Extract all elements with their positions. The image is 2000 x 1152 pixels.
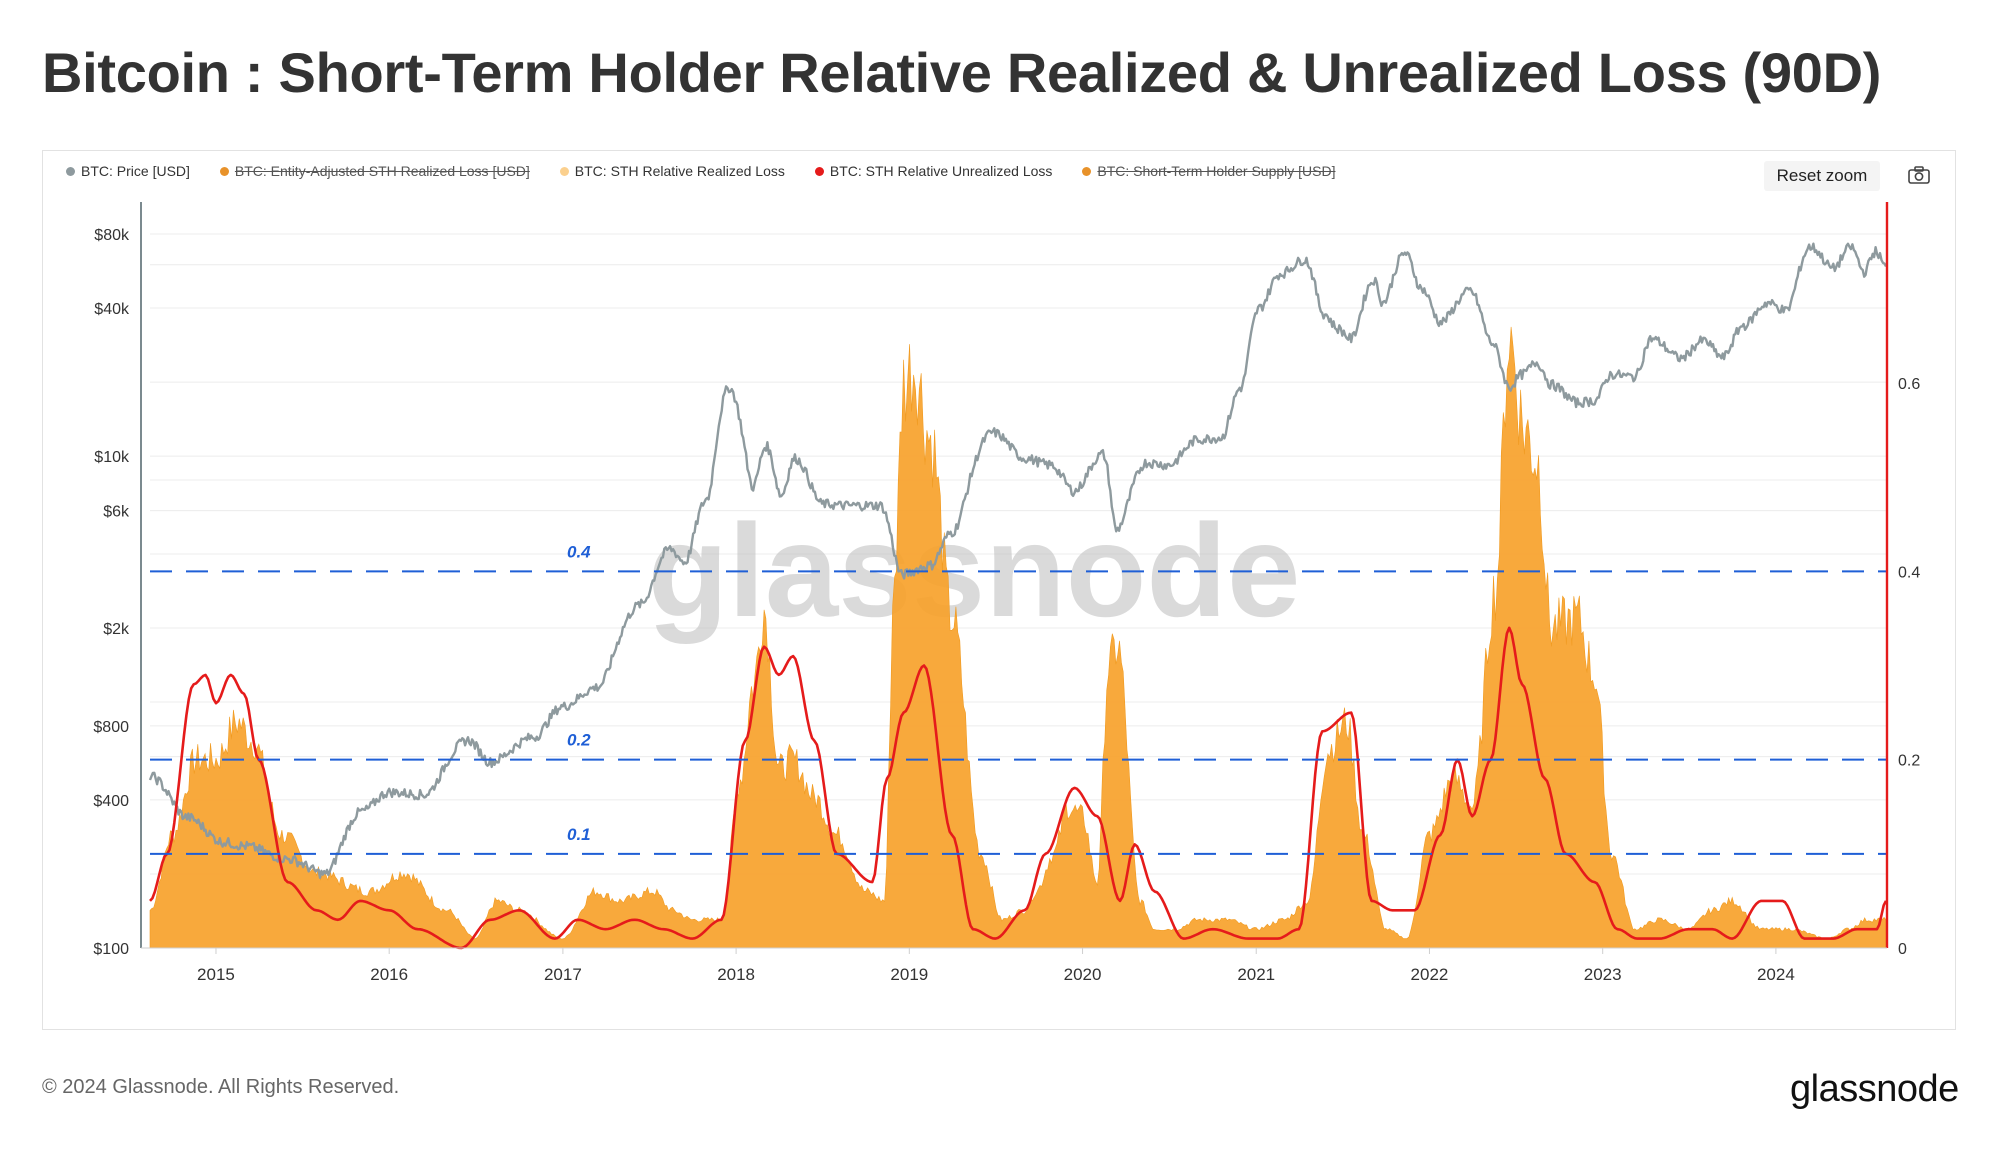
legend-item[interactable]: BTC: Entity-Adjusted STH Realized Loss [… [219,160,530,182]
chart-frame [42,150,1956,1030]
y-right-tick-label: 0.6 [1898,376,1920,393]
legend-item[interactable]: BTC: Price [USD] [66,160,190,182]
x-tick-label: 2021 [1237,965,1275,984]
unrealized-loss-line-layer [149,626,1888,950]
x-tick-label: 2017 [544,965,582,984]
y-left-tick-label: $2k [103,621,130,638]
x-tick-label: 2020 [1064,965,1102,984]
threshold-label: 0.2 [567,731,591,750]
camera-icon[interactable] [1908,166,1930,184]
x-tick-label: 2019 [890,965,928,984]
x-tick-label: 2016 [370,965,408,984]
legend-item[interactable]: BTC: STH Relative Realized Loss [559,160,785,182]
y-left-tick-label: $40k [94,301,130,318]
y-right-tick-label: 0.4 [1898,564,1920,581]
legend-dot-icon [1082,166,1092,176]
sth-relative-unrealized-loss-line [149,626,1888,950]
grid-layer [150,233,1886,875]
y-left-tick-label: $80k [94,227,130,244]
btc-price-line [148,242,1888,879]
reset-zoom-button[interactable]: Reset zoom [1764,161,1880,191]
legend-dot-icon [814,166,824,176]
axis-layer: $80k$40k$10k$6k$2k$800$400$1000.60.40.20… [93,202,1920,984]
chart-legend: BTC: Price [USD] BTC: Entity-Adjusted STH… [66,160,1335,182]
realized-loss-area-layer [149,326,1887,949]
legend-item[interactable]: BTC: STH Relative Unrealized Loss [814,160,1053,182]
legend-label: BTC: STH Relative Realized Loss [574,163,785,179]
page-title: Bitcoin : Short-Term Holder Relative Rea… [42,41,1882,104]
y-left-tick-label: $100 [93,941,129,958]
y-right-tick-label: 0.2 [1898,753,1920,770]
price-line-layer [148,242,1888,879]
legend-item[interactable]: BTC: Short-Term Holder Supply [USD] [1082,160,1335,182]
legend-dot-icon [66,166,75,176]
sth-relative-realized-loss-area [149,326,1887,949]
x-tick-label: 2015 [197,965,235,984]
y-left-tick-label: $800 [93,719,129,736]
y-left-tick-label: $400 [93,793,129,810]
legend-label: BTC: Price [USD] [81,163,190,179]
legend-label: BTC: Short-Term Holder Supply [USD] [1097,163,1336,179]
legend-dot-icon [219,166,229,176]
y-right-tick-label: 0 [1898,941,1907,958]
copyright-text: © 2024 Glassnode. All Rights Reserved. [42,1076,400,1098]
x-tick-label: 2023 [1584,965,1622,984]
legend-label: BTC: Entity-Adjusted STH Realized Loss [… [234,163,530,179]
glassnode-watermark: glassnode [648,497,1301,644]
x-tick-label: 2022 [1411,965,1449,984]
legend-label: BTC: STH Relative Unrealized Loss [829,163,1053,179]
threshold-label: 0.1 [567,825,591,844]
x-tick-label: 2024 [1757,965,1795,984]
threshold-layer: 0.4 0.2 0.1 [150,542,1886,855]
threshold-label: 0.4 [567,542,591,561]
glassnode-logo: glassnode [1790,1068,1959,1110]
y-left-tick-label: $10k [94,449,130,466]
y-left-tick-label: $6k [103,504,130,521]
x-tick-label: 2018 [717,965,755,984]
legend-dot-icon [559,166,569,176]
